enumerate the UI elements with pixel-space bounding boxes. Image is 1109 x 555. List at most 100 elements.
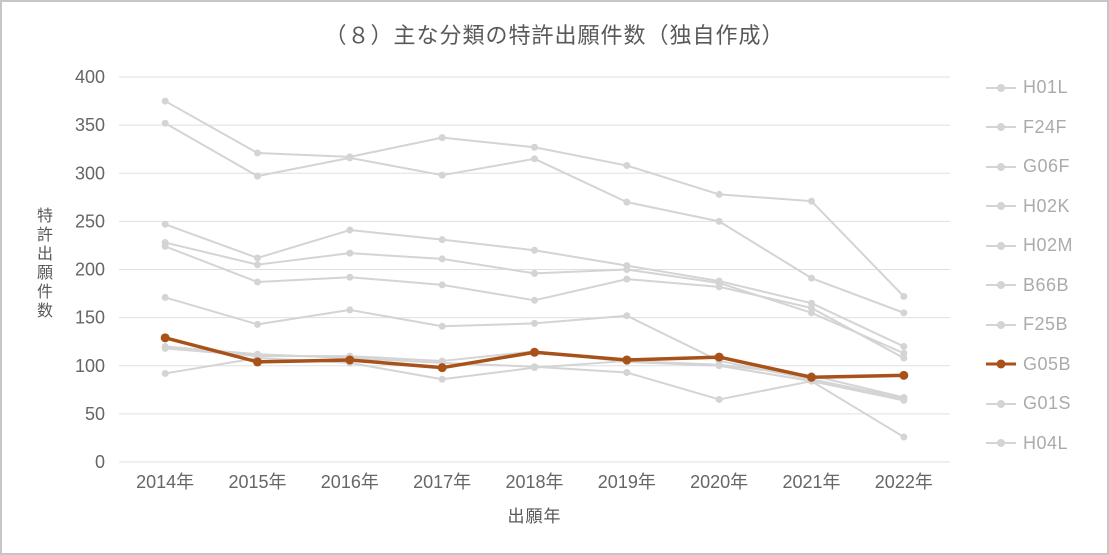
data-point-marker — [438, 281, 446, 289]
y-tick-label: 250 — [75, 211, 105, 231]
data-point-marker — [622, 355, 632, 365]
series-g05b — [160, 333, 909, 382]
data-point-marker — [715, 362, 723, 370]
data-point-marker — [161, 344, 169, 352]
legend-label: F24F — [1023, 116, 1068, 137]
y-tick-label: 100 — [75, 356, 105, 376]
chart-title: （８）主な分類の特許出願件数（独自作成） — [324, 23, 785, 48]
data-point-marker — [346, 226, 354, 234]
legend-line-marker-icon — [986, 241, 1016, 250]
data-point-marker — [161, 97, 169, 105]
data-point-marker — [715, 190, 723, 198]
legend-line-marker-icon — [986, 83, 1016, 92]
legend-label: H02K — [1023, 195, 1071, 216]
data-point-marker — [161, 293, 169, 301]
legend-line-marker-icon — [986, 162, 1016, 171]
data-point-marker — [346, 249, 354, 257]
y-axis-tick-labels: 0 50 100 150 200 250 300 350 400 — [75, 67, 105, 472]
legend-label: G06F — [1023, 156, 1071, 177]
data-point-marker — [900, 433, 908, 441]
legend-line-marker-icon — [986, 281, 1016, 290]
data-point-marker — [530, 347, 539, 357]
data-point-marker — [808, 197, 815, 205]
data-point-marker — [346, 154, 354, 162]
data-point-marker — [438, 236, 446, 244]
legend-item-g06f: G06F — [986, 147, 1106, 187]
legend-item-f24f: F24F — [986, 108, 1106, 148]
data-point-marker — [531, 269, 538, 277]
x-tick-label: 2019年 — [598, 472, 656, 492]
data-point-marker — [531, 319, 538, 327]
data-point-marker — [900, 309, 908, 317]
y-axis-title: 特許出願件数 — [34, 207, 51, 321]
y-tick-label: 150 — [75, 308, 105, 328]
data-point-marker — [160, 333, 170, 343]
data-point-marker — [714, 352, 724, 362]
y-tick-label: 0 — [95, 452, 105, 472]
x-tick-label: 2016年 — [321, 472, 379, 492]
data-point-marker — [531, 296, 538, 304]
legend-item-f25b: F25B — [986, 305, 1106, 345]
legend-line-marker-icon — [986, 399, 1016, 408]
x-tick-label: 2022年 — [875, 472, 933, 492]
series-h02m — [161, 242, 908, 362]
y-tick-label: 300 — [75, 163, 105, 183]
data-point-marker — [254, 172, 261, 180]
x-tick-label: 2021年 — [782, 472, 840, 492]
x-tick-label: 2018年 — [505, 472, 563, 492]
data-point-marker — [900, 354, 908, 362]
x-axis-title: 出願年 — [507, 507, 562, 526]
data-point-marker — [807, 372, 816, 382]
data-point-marker — [531, 155, 538, 163]
series-f24f — [161, 119, 908, 317]
data-point-marker — [253, 357, 262, 367]
data-point-marker — [254, 320, 261, 328]
data-point-marker — [900, 292, 908, 300]
data-point-marker — [438, 357, 446, 365]
legend-line-marker-icon — [986, 123, 1016, 132]
data-point-marker — [715, 283, 723, 291]
legend: H01L F24F G06F H02K H02M B66B F25B G05B G01S H04L — [986, 68, 1106, 463]
data-point-marker — [161, 220, 169, 228]
data-point-marker — [161, 369, 169, 377]
data-point-marker — [437, 363, 447, 373]
series-line — [164, 122, 905, 314]
x-axis-tick-labels: 2014年 2015年 2016年 2017年 2018年 2019年 2020年 2021年… — [136, 472, 933, 492]
data-point-marker — [623, 198, 631, 206]
data-point-marker — [623, 266, 631, 273]
data-point-marker — [715, 217, 723, 225]
data-point-marker — [808, 299, 815, 307]
legend-label: H04L — [1023, 432, 1069, 453]
legend-item-h02m: H02M — [986, 226, 1106, 266]
series-line — [163, 336, 906, 380]
legend-line-marker-icon — [986, 439, 1016, 448]
data-point-marker — [254, 254, 261, 262]
data-point-marker — [900, 349, 908, 357]
gridlines — [119, 76, 950, 463]
data-point-marker — [161, 242, 169, 250]
data-point-marker — [254, 149, 261, 157]
data-point-marker — [531, 246, 538, 254]
y-tick-label: 200 — [75, 260, 105, 280]
data-point-marker — [899, 370, 909, 380]
legend-item-g05b: G05B — [986, 345, 1106, 385]
legend-line-marker-icon — [986, 359, 1016, 369]
data-point-marker — [346, 306, 354, 314]
data-point-marker — [900, 343, 908, 350]
x-tick-label: 2020年 — [690, 472, 748, 492]
data-point-marker — [808, 304, 815, 312]
legend-label: F25B — [1023, 314, 1069, 335]
data-point-marker — [623, 312, 631, 320]
legend-line-marker-icon — [986, 320, 1016, 329]
data-point-marker — [438, 171, 446, 179]
legend-line-marker-icon — [986, 202, 1016, 211]
data-point-marker — [438, 375, 446, 383]
x-tick-label: 2014年 — [136, 472, 194, 492]
legend-label: G05B — [1023, 353, 1072, 374]
data-point-marker — [900, 396, 908, 404]
data-point-marker — [254, 261, 261, 269]
legend-label: B66B — [1023, 274, 1070, 295]
legend-item-h02k: H02K — [986, 187, 1106, 227]
data-point-marker — [346, 273, 354, 281]
